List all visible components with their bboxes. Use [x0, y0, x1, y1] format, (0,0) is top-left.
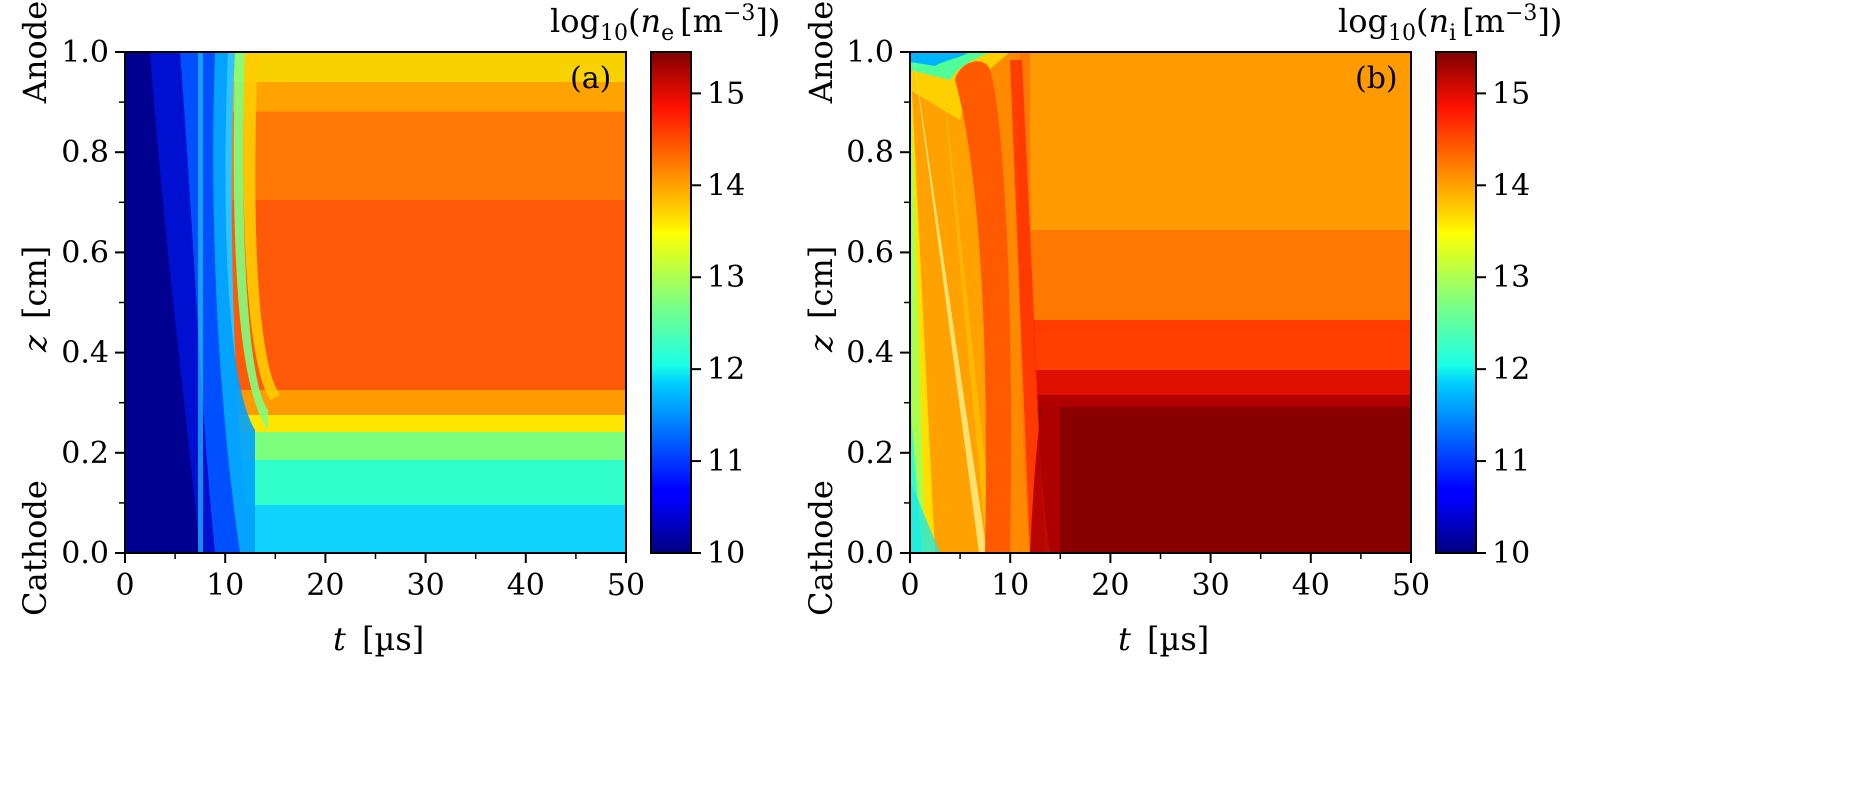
x-tick-label-b-5: 50	[1392, 568, 1430, 603]
panel-label-a: (a)	[570, 61, 611, 96]
y-tick-label-a-1: 0.2	[61, 436, 109, 471]
y-axis-var-a: z	[16, 334, 54, 353]
colorbar-tick-label-a-4: 14	[707, 168, 745, 203]
colorbar-tick-label-a-2: 12	[707, 352, 745, 387]
x-axis-var-a: t	[333, 620, 346, 658]
colorbar-a: 10 11 12 13 14 15 log10(ne [m−3])	[550, 1, 780, 571]
y-end-label-anode-b: Anode	[802, 1, 840, 104]
panel-b: 0 10 20 30 40 50 0.0 0.2 0.4 0.6 0.8 1.0 (b) t [µs]…	[802, 1, 1430, 658]
y-axis-unit-b: [cm]	[802, 246, 840, 319]
x-tick-label-b-3: 30	[1192, 568, 1230, 603]
colorbar-tick-label-a-0: 10	[707, 536, 745, 571]
y-end-label-cathode-a: Cathode	[16, 480, 54, 616]
y-tick-label-a-2: 0.4	[61, 336, 109, 371]
colorbar-tick-label-b-5: 15	[1492, 76, 1530, 111]
y-tick-label-a-3: 0.6	[61, 235, 109, 270]
x-axis-label-a: t [µs]	[333, 620, 424, 658]
panel-label-b: (b)	[1355, 61, 1398, 96]
x-axis-label-b: t [µs]	[1118, 620, 1209, 658]
colorbar-tick-label-b-1: 11	[1492, 444, 1530, 479]
colorbar-tick-label-b-0: 10	[1492, 536, 1530, 571]
y-end-label-anode-a: Anode	[16, 1, 54, 104]
x-tick-label-a-3: 30	[407, 568, 445, 603]
panel-a: 0 10 20 30 40 50 0.0 0.2 0.4 0.6 0.8 1.0 (a) t [µs]…	[16, 1, 645, 658]
y-tick-label-a-4: 0.8	[61, 135, 109, 170]
colorbar-ticks-a: 10 11 12 13 14 15	[691, 76, 745, 571]
y-tick-label-b-4: 0.8	[846, 135, 894, 170]
y-axis-label-a: z [cm]	[16, 246, 54, 353]
axis-ticks-b: 0 10 20 30 40 50 0.0 0.2 0.4 0.6 0.8 1.0	[846, 35, 1430, 603]
colorbar-tick-label-b-2: 12	[1492, 352, 1530, 387]
x-tick-label-b-1: 10	[991, 568, 1029, 603]
x-axis-unit-a: [µs]	[362, 620, 424, 658]
colorbar-tick-label-a-5: 15	[707, 76, 745, 111]
colorbar-title-b: log10(ni [m−3])	[1338, 1, 1562, 46]
x-tick-label-a-1: 10	[206, 568, 244, 603]
colorbar-tick-label-b-3: 13	[1492, 260, 1530, 295]
y-axis-var-b: z	[802, 334, 840, 353]
x-tick-label-b-0: 0	[900, 568, 919, 603]
y-end-label-cathode-b: Cathode	[802, 480, 840, 616]
x-tick-label-a-0: 0	[115, 568, 134, 603]
y-tick-label-b-2: 0.4	[846, 336, 894, 371]
colorbar-title-a: log10(ne [m−3])	[550, 1, 780, 46]
colorbar-tick-label-b-4: 14	[1492, 168, 1530, 203]
y-tick-label-b-1: 0.2	[846, 436, 894, 471]
x-tick-label-a-2: 20	[306, 568, 344, 603]
y-axis-unit-a: [cm]	[16, 246, 54, 319]
y-tick-label-b-5: 1.0	[846, 35, 894, 70]
x-tick-label-a-5: 50	[607, 568, 645, 603]
y-tick-label-b-0: 0.0	[846, 536, 894, 571]
colorbar-gradient-b	[1435, 51, 1477, 554]
y-tick-label-b-3: 0.6	[846, 235, 894, 270]
x-tick-label-b-2: 20	[1091, 568, 1129, 603]
x-axis-var-b: t	[1118, 620, 1131, 658]
y-tick-label-a-0: 0.0	[61, 536, 109, 571]
heatmap-a	[125, 52, 626, 553]
y-tick-label-a-5: 1.0	[61, 35, 109, 70]
x-axis-unit-b: [µs]	[1147, 620, 1209, 658]
heatmap-b	[910, 52, 1411, 553]
y-axis-label-b: z [cm]	[802, 246, 840, 353]
colorbar-gradient-a	[650, 51, 692, 554]
colorbar-ticks-b: 10 11 12 13 14 15	[1476, 76, 1530, 571]
colorbar-b: 10 11 12 13 14 15 log10(ni [m−3])	[1338, 1, 1562, 571]
axis-ticks-a: 0 10 20 30 40 50 0.0 0.2 0.4 0.6 0.8 1.0	[61, 35, 645, 603]
x-tick-label-a-4: 40	[507, 568, 545, 603]
colorbar-tick-label-a-1: 11	[707, 444, 745, 479]
colorbar-tick-label-a-3: 13	[707, 260, 745, 295]
x-tick-label-b-4: 40	[1292, 568, 1330, 603]
